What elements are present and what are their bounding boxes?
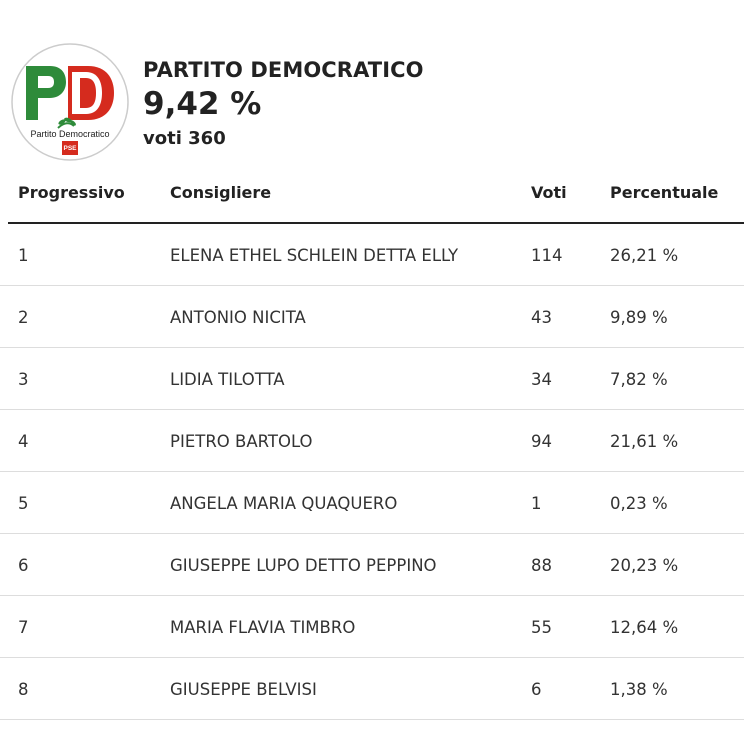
party-name: PARTITO DEMOCRATICO xyxy=(143,58,424,82)
table-row: 1 ELENA ETHEL SCHLEIN DETTA ELLY 114 26,… xyxy=(0,224,744,286)
table-row: 4 PIETRO BARTOLO 94 21,61 % xyxy=(0,410,744,472)
cell-progressivo: 6 xyxy=(18,556,29,575)
cell-progressivo: 4 xyxy=(18,432,29,451)
party-votes: voti 360 xyxy=(143,128,226,149)
cell-percentuale: 1,38 % xyxy=(610,680,668,699)
cell-progressivo: 3 xyxy=(18,370,29,389)
cell-consigliere: ANGELA MARIA QUAQUERO xyxy=(170,494,397,513)
table-row: 3 LIDIA TILOTTA 34 7,82 % xyxy=(0,348,744,410)
table-row: 5 ANGELA MARIA QUAQUERO 1 0,23 % xyxy=(0,472,744,534)
cell-percentuale: 21,61 % xyxy=(610,432,678,451)
table-row: 7 MARIA FLAVIA TIMBRO 55 12,64 % xyxy=(0,596,744,658)
cell-consigliere: ELENA ETHEL SCHLEIN DETTA ELLY xyxy=(170,246,458,265)
table-header: Progressivo Consigliere Voti Percentuale xyxy=(8,168,744,224)
header-consigliere: Consigliere xyxy=(170,183,271,202)
cell-voti: 43 xyxy=(531,308,552,327)
cell-consigliere: LIDIA TILOTTA xyxy=(170,370,285,389)
pd-logo-icon: Partito Democratico PSE xyxy=(10,42,130,162)
header-voti: Voti xyxy=(531,183,567,202)
cell-voti: 1 xyxy=(531,494,542,513)
party-header: Partito Democratico PSE PARTITO DEMOCRAT… xyxy=(10,42,740,162)
cell-progressivo: 2 xyxy=(18,308,29,327)
cell-progressivo: 5 xyxy=(18,494,29,513)
cell-voti: 34 xyxy=(531,370,552,389)
table-row: 2 ANTONIO NICITA 43 9,89 % xyxy=(0,286,744,348)
logo-caption: Partito Democratico xyxy=(30,129,109,139)
candidates-table: Progressivo Consigliere Voti Percentuale… xyxy=(0,168,750,720)
cell-percentuale: 7,82 % xyxy=(610,370,668,389)
table-row: 6 GIUSEPPE LUPO DETTO PEPPINO 88 20,23 % xyxy=(0,534,744,596)
cell-consigliere: PIETRO BARTOLO xyxy=(170,432,313,451)
party-percentage: 9,42 % xyxy=(143,86,261,122)
logo-badge: PSE xyxy=(63,145,77,152)
cell-progressivo: 7 xyxy=(18,618,29,637)
cell-voti: 94 xyxy=(531,432,552,451)
cell-progressivo: 1 xyxy=(18,246,29,265)
cell-percentuale: 9,89 % xyxy=(610,308,668,327)
cell-percentuale: 26,21 % xyxy=(610,246,678,265)
header-progressivo: Progressivo xyxy=(18,183,125,202)
cell-voti: 6 xyxy=(531,680,542,699)
cell-progressivo: 8 xyxy=(18,680,29,699)
cell-consigliere: GIUSEPPE LUPO DETTO PEPPINO xyxy=(170,556,437,575)
header-percentuale: Percentuale xyxy=(610,183,718,202)
cell-voti: 114 xyxy=(531,246,563,265)
cell-voti: 55 xyxy=(531,618,552,637)
table-body: 1 ELENA ETHEL SCHLEIN DETTA ELLY 114 26,… xyxy=(0,224,744,720)
cell-percentuale: 0,23 % xyxy=(610,494,668,513)
cell-voti: 88 xyxy=(531,556,552,575)
cell-consigliere: ANTONIO NICITA xyxy=(170,308,306,327)
cell-consigliere: MARIA FLAVIA TIMBRO xyxy=(170,618,355,637)
table-row: 8 GIUSEPPE BELVISI 6 1,38 % xyxy=(0,658,744,720)
cell-percentuale: 12,64 % xyxy=(610,618,678,637)
cell-percentuale: 20,23 % xyxy=(610,556,678,575)
cell-consigliere: GIUSEPPE BELVISI xyxy=(170,680,317,699)
